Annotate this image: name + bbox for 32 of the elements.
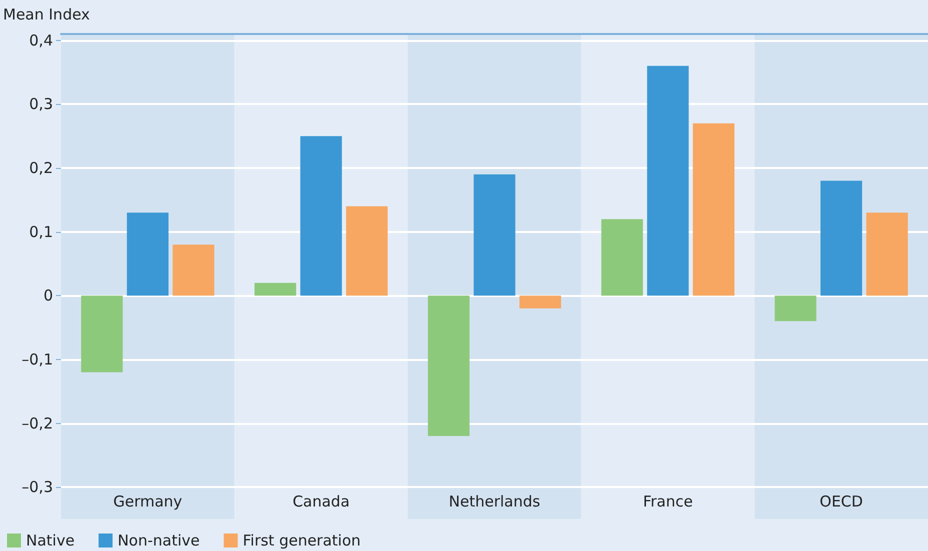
bar: [820, 180, 862, 296]
legend-label: Native: [26, 532, 75, 550]
y-tick-label: –0,3: [22, 478, 53, 496]
y-tick-label: 0,4: [29, 31, 53, 50]
bar: [692, 123, 734, 296]
x-tick-label: Netherlands: [448, 492, 540, 510]
y-tick-label: 0,3: [29, 95, 53, 114]
y-tick-label: –0,1: [22, 350, 53, 368]
y-tick-label: 0,2: [29, 159, 53, 178]
y-tick-label: 0: [43, 286, 53, 305]
bar: [774, 296, 816, 322]
bar: [254, 282, 296, 296]
bar: [647, 66, 689, 296]
x-tick-label: OECD: [820, 492, 863, 510]
bar: [300, 136, 342, 296]
x-tick-label: Canada: [292, 492, 350, 510]
bar: [474, 174, 516, 296]
bar: [81, 296, 123, 372]
x-tick-label: France: [642, 492, 693, 510]
y-axis-title: Mean Index: [3, 6, 90, 24]
bar: [346, 206, 388, 296]
bar: [866, 212, 908, 296]
legend-label: Non-native: [118, 532, 200, 550]
legend-label: First generation: [242, 532, 361, 550]
bar: [126, 212, 169, 296]
x-tick-label: Germany: [113, 492, 182, 510]
y-tick-label: –0,2: [22, 414, 53, 432]
bar: [172, 244, 214, 296]
bar: [428, 296, 470, 436]
bar: [601, 219, 643, 296]
y-tick-label: 0,1: [29, 222, 53, 241]
bar: [519, 296, 562, 308]
